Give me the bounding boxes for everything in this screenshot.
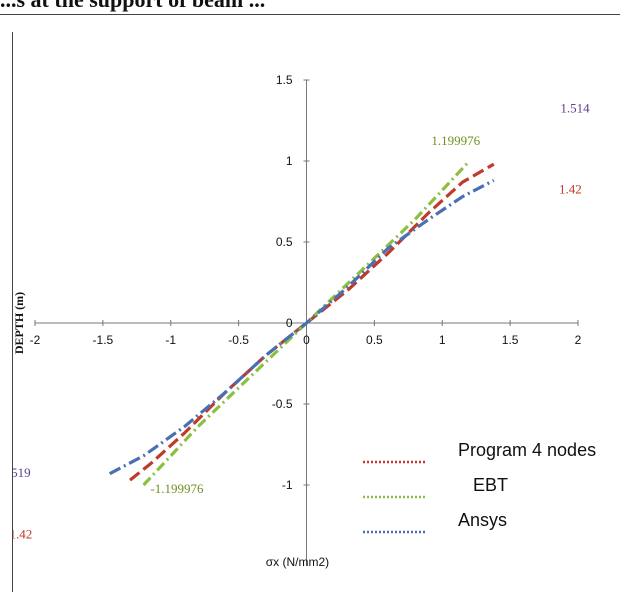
x-tick-label: 0.5: [366, 333, 383, 347]
y-tick-label: 0: [286, 316, 293, 330]
x-tick-label: 2: [575, 333, 582, 347]
x-axis-title: σx (N/mm2): [266, 555, 329, 569]
series-line-program-4-nodes: [129, 162, 495, 482]
legend-label: EBT: [473, 475, 508, 495]
value-annotation: 1.514: [560, 100, 590, 115]
x-tick-label: -2: [30, 333, 41, 347]
value-annotation: -1.199976: [150, 481, 204, 496]
x-tick-label: 1.5: [502, 333, 519, 347]
y-tick-label: -1: [282, 478, 293, 492]
depth-stress-chart: -2 -1.5 -1 -0.5 0 0.5 1 1.5 2 1.5 1 0.5 0 -0.5 -1 DEPTH…: [13, 73, 596, 569]
x-tick-label: -1: [165, 333, 176, 347]
value-annotation: 1.42: [559, 181, 582, 196]
value-annotation: -1.519: [13, 465, 31, 480]
x-tick-label: -0.5: [228, 333, 249, 347]
value-annotation: 1.199976: [431, 133, 480, 148]
legend-label: Ansys: [458, 510, 507, 530]
x-tick-label: -1.5: [93, 333, 114, 347]
series-line-ansys: [108, 178, 495, 476]
y-tick-label: 0.5: [276, 235, 293, 249]
chart-frame: -2 -1.5 -1 -0.5 0 0.5 1 1.5 2 1.5 1 0.5 0 -0.5 -1 DEPTH…: [12, 32, 633, 592]
y-tick-label: 1.5: [276, 73, 293, 87]
y-tick-label: 1: [286, 154, 293, 168]
y-axis-title: DEPTH (m): [13, 292, 26, 354]
y-tick-label: -0.5: [272, 397, 293, 411]
legend-label: Program 4 nodes: [458, 440, 596, 460]
x-tick-label: 1: [439, 333, 446, 347]
page-caption: ...s at the support of beam ...: [0, 0, 620, 15]
x-tick-label: 0: [303, 333, 310, 347]
value-annotation: -1.42: [13, 526, 32, 541]
